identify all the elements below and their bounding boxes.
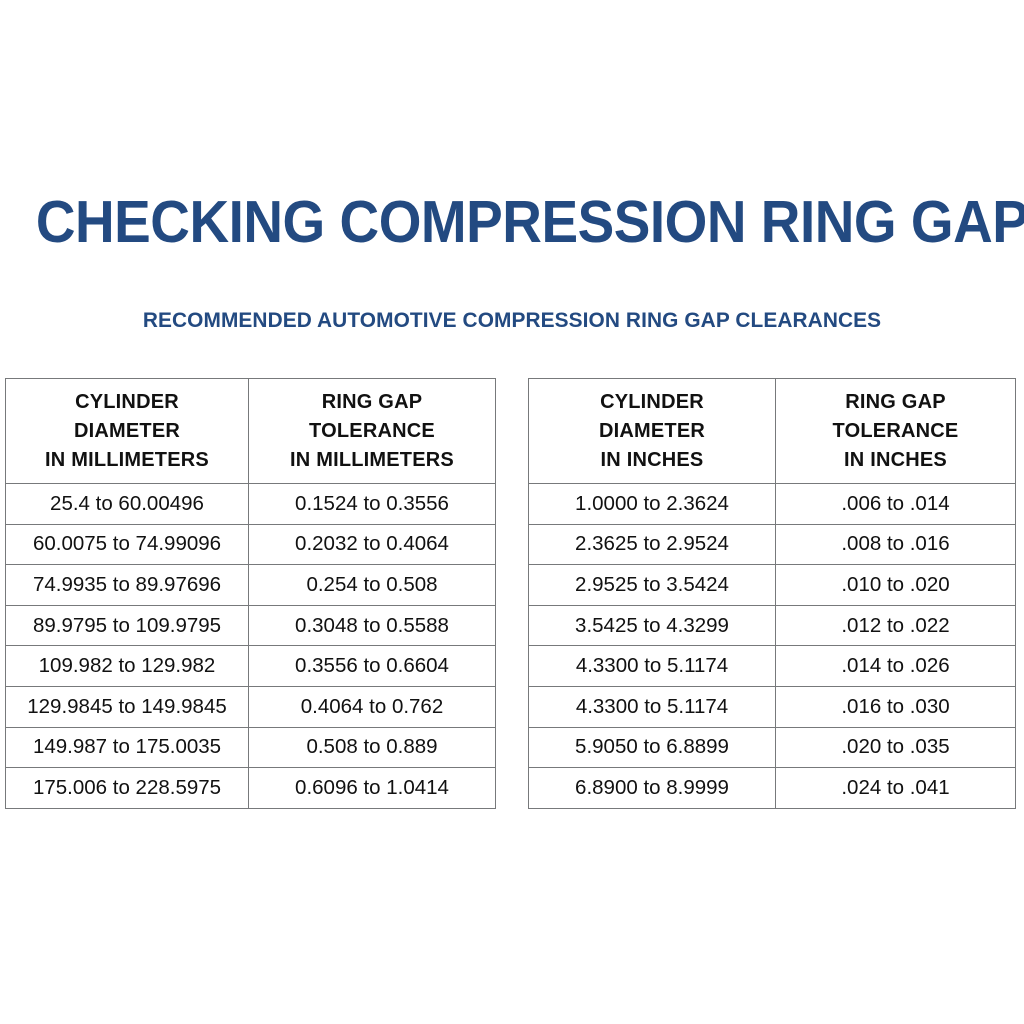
cell-tolerance: .012 to .022 <box>775 604 1016 647</box>
header-cell-ring-gap-tolerance-mm: RING GAP TOLERANCE IN MILLIMETERS <box>248 378 496 484</box>
table-row: 2.9525 to 3.5424 .010 to .020 <box>528 564 1016 606</box>
table-header-row: CYLINDER DIAMETER IN INCHES RING GAP TOL… <box>528 378 1016 484</box>
table-row: 60.0075 to 74.99096 0.2032 to 0.4064 <box>5 523 496 566</box>
table-row: 5.9050 to 6.8899 .020 to .035 <box>528 726 1016 769</box>
table-row: 25.4 to 60.00496 0.1524 to 0.3556 <box>5 483 496 525</box>
cell-tolerance: 0.254 to 0.508 <box>248 564 496 606</box>
table-row: 74.9935 to 89.97696 0.254 to 0.508 <box>5 564 496 606</box>
cell-diameter: 2.9525 to 3.5424 <box>528 564 776 606</box>
page-subtitle: RECOMMENDED AUTOMOTIVE COMPRESSION RING … <box>142 308 882 332</box>
cell-diameter: 4.3300 to 5.1174 <box>528 645 776 687</box>
table-row: 89.9795 to 109.9795 0.3048 to 0.5588 <box>5 604 496 647</box>
table-row: 1.0000 to 2.3624 .006 to .014 <box>528 483 1016 525</box>
table-row: 4.3300 to 5.1174 .016 to .030 <box>528 685 1016 728</box>
header-cell-ring-gap-tolerance-in: RING GAP TOLERANCE IN INCHES <box>775 378 1016 484</box>
imperial-table: CYLINDER DIAMETER IN INCHES RING GAP TOL… <box>528 378 1016 809</box>
cell-tolerance: .014 to .026 <box>775 645 1016 687</box>
header-cell-cylinder-diameter-in: CYLINDER DIAMETER IN INCHES <box>528 378 776 484</box>
header-line: IN INCHES <box>844 448 947 471</box>
table-row: 109.982 to 129.982 0.3556 to 0.6604 <box>5 645 496 687</box>
cell-tolerance: 0.3048 to 0.5588 <box>248 604 496 647</box>
cell-tolerance: 0.2032 to 0.4064 <box>248 523 496 566</box>
table-row: 2.3625 to 2.9524 .008 to .016 <box>528 523 1016 566</box>
cell-tolerance: 0.508 to 0.889 <box>248 726 496 769</box>
metric-table: CYLINDER DIAMETER IN MILLIMETERS RING GA… <box>5 378 496 809</box>
header-line: IN MILLIMETERS <box>290 448 454 471</box>
header-cell-cylinder-diameter-mm: CYLINDER DIAMETER IN MILLIMETERS <box>5 378 249 484</box>
header-line: CYLINDER <box>600 390 704 413</box>
cell-diameter: 60.0075 to 74.99096 <box>5 523 249 566</box>
cell-diameter: 5.9050 to 6.8899 <box>528 726 776 769</box>
cell-tolerance: 0.1524 to 0.3556 <box>248 483 496 525</box>
table-row: 129.9845 to 149.9845 0.4064 to 0.762 <box>5 685 496 728</box>
cell-tolerance: .006 to .014 <box>775 483 1016 525</box>
page-title: CHECKING COMPRESSION RING GAPS <box>35 189 1024 255</box>
table-row: 175.006 to 228.5975 0.6096 to 1.0414 <box>5 767 496 809</box>
table-row: 149.987 to 175.0035 0.508 to 0.889 <box>5 726 496 769</box>
cell-diameter: 175.006 to 228.5975 <box>5 767 249 809</box>
cell-diameter: 2.3625 to 2.9524 <box>528 523 776 566</box>
cell-tolerance: 0.4064 to 0.762 <box>248 685 496 728</box>
title-block: CHECKING COMPRESSION RING GAPS RECOMMEND… <box>0 189 1024 332</box>
cell-tolerance: .020 to .035 <box>775 726 1016 769</box>
header-line: TOLERANCE <box>832 419 959 442</box>
header-line: TOLERANCE <box>309 419 435 442</box>
cell-tolerance: 0.3556 to 0.6604 <box>248 645 496 687</box>
cell-diameter: 25.4 to 60.00496 <box>5 483 249 525</box>
cell-diameter: 74.9935 to 89.97696 <box>5 564 249 606</box>
table-row: 4.3300 to 5.1174 .014 to .026 <box>528 645 1016 687</box>
cell-tolerance: 0.6096 to 1.0414 <box>248 767 496 809</box>
cell-tolerance: .024 to .041 <box>775 767 1016 809</box>
cell-diameter: 6.8900 to 8.9999 <box>528 767 776 809</box>
header-line: IN INCHES <box>600 448 704 471</box>
header-line: RING GAP <box>321 390 423 413</box>
cell-diameter: 4.3300 to 5.1174 <box>528 685 776 728</box>
cell-diameter: 129.9845 to 149.9845 <box>5 685 249 728</box>
header-line: DIAMETER <box>598 419 706 442</box>
cell-diameter: 89.9795 to 109.9795 <box>5 604 249 647</box>
table-row: 3.5425 to 4.3299 .012 to .022 <box>528 604 1016 647</box>
header-line: DIAMETER <box>73 419 181 442</box>
cell-diameter: 1.0000 to 2.3624 <box>528 483 776 525</box>
cell-diameter: 109.982 to 129.982 <box>5 645 249 687</box>
header-line: RING GAP <box>845 390 946 413</box>
cell-tolerance: .010 to .020 <box>775 564 1016 606</box>
table-row: 6.8900 to 8.9999 .024 to .041 <box>528 767 1016 809</box>
table-header-row: CYLINDER DIAMETER IN MILLIMETERS RING GA… <box>5 378 496 484</box>
cell-diameter: 3.5425 to 4.3299 <box>528 604 776 647</box>
cell-tolerance: .016 to .030 <box>775 685 1016 728</box>
cell-diameter: 149.987 to 175.0035 <box>5 726 249 769</box>
cell-tolerance: .008 to .016 <box>775 523 1016 566</box>
header-line: IN MILLIMETERS <box>45 448 209 471</box>
header-line: CYLINDER <box>75 390 179 413</box>
tables-area: CYLINDER DIAMETER IN MILLIMETERS RING GA… <box>0 378 1024 809</box>
